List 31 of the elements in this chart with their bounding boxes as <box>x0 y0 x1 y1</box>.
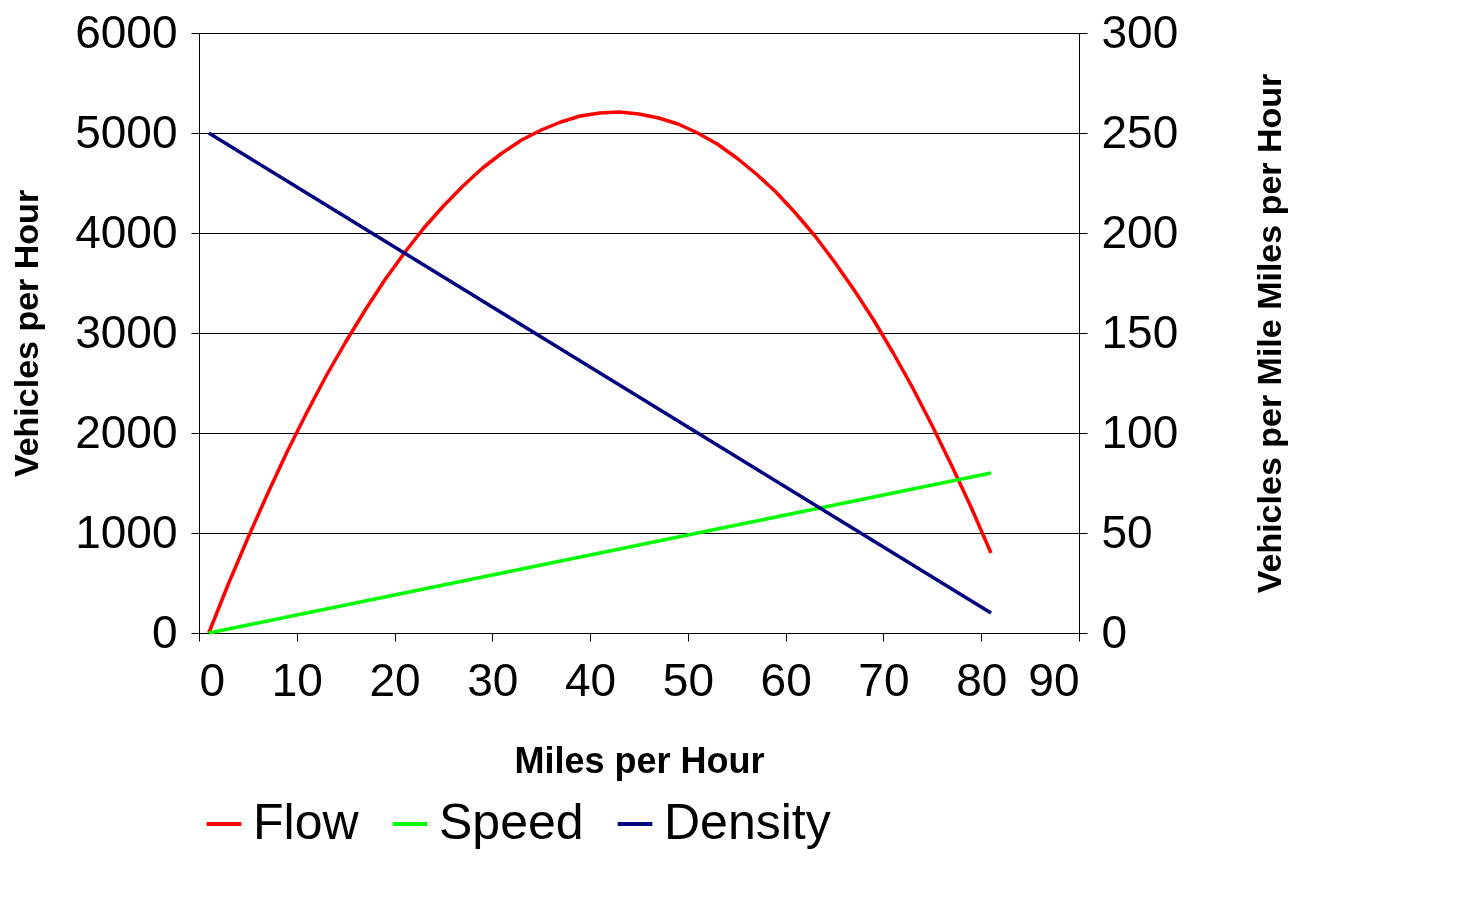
y-tick-label: 2000 <box>75 405 178 458</box>
x-tick-label: 10 <box>271 653 323 706</box>
legend-label: Speed <box>439 794 584 850</box>
y2-tick-label: 100 <box>1101 405 1179 458</box>
y2-tick-label: 0 <box>1101 605 1128 658</box>
y-axis-title: Vehicles per Hour <box>7 189 46 478</box>
y2-tick-label: 150 <box>1101 305 1179 358</box>
y-tick-label: 3000 <box>75 305 178 358</box>
x-tick-label: 50 <box>662 653 714 706</box>
x-axis-title: Miles per Hour <box>514 739 765 781</box>
legend-label: Flow <box>253 794 360 850</box>
x-tick-label: 0 <box>199 653 226 706</box>
y-tick-label: 1000 <box>75 505 178 558</box>
x-tick-label: 70 <box>858 653 910 706</box>
y-tick-label: 4000 <box>75 205 178 258</box>
line-series <box>207 471 993 635</box>
y2-tick-label: 250 <box>1101 105 1179 158</box>
x-tick-label: 30 <box>467 653 519 706</box>
y2-tick-label: 200 <box>1101 205 1179 258</box>
y2-axis-title: Vehicles per Mile Miles per Hour <box>1250 73 1289 594</box>
y2-tick-label: 300 <box>1101 5 1179 58</box>
y2-tick-label: 50 <box>1101 505 1153 558</box>
x-tick-label: 20 <box>369 653 421 706</box>
x-tick-label: 90 <box>1028 653 1080 706</box>
y-tick-label: 0 <box>151 605 178 658</box>
legend-label: Density <box>664 794 831 850</box>
x-tick-label: 60 <box>760 653 812 706</box>
y-tick-label: 5000 <box>75 105 178 158</box>
y-tick-label: 6000 <box>75 5 178 58</box>
x-tick-label: 40 <box>565 653 617 706</box>
x-tick-label: 80 <box>956 653 1008 706</box>
